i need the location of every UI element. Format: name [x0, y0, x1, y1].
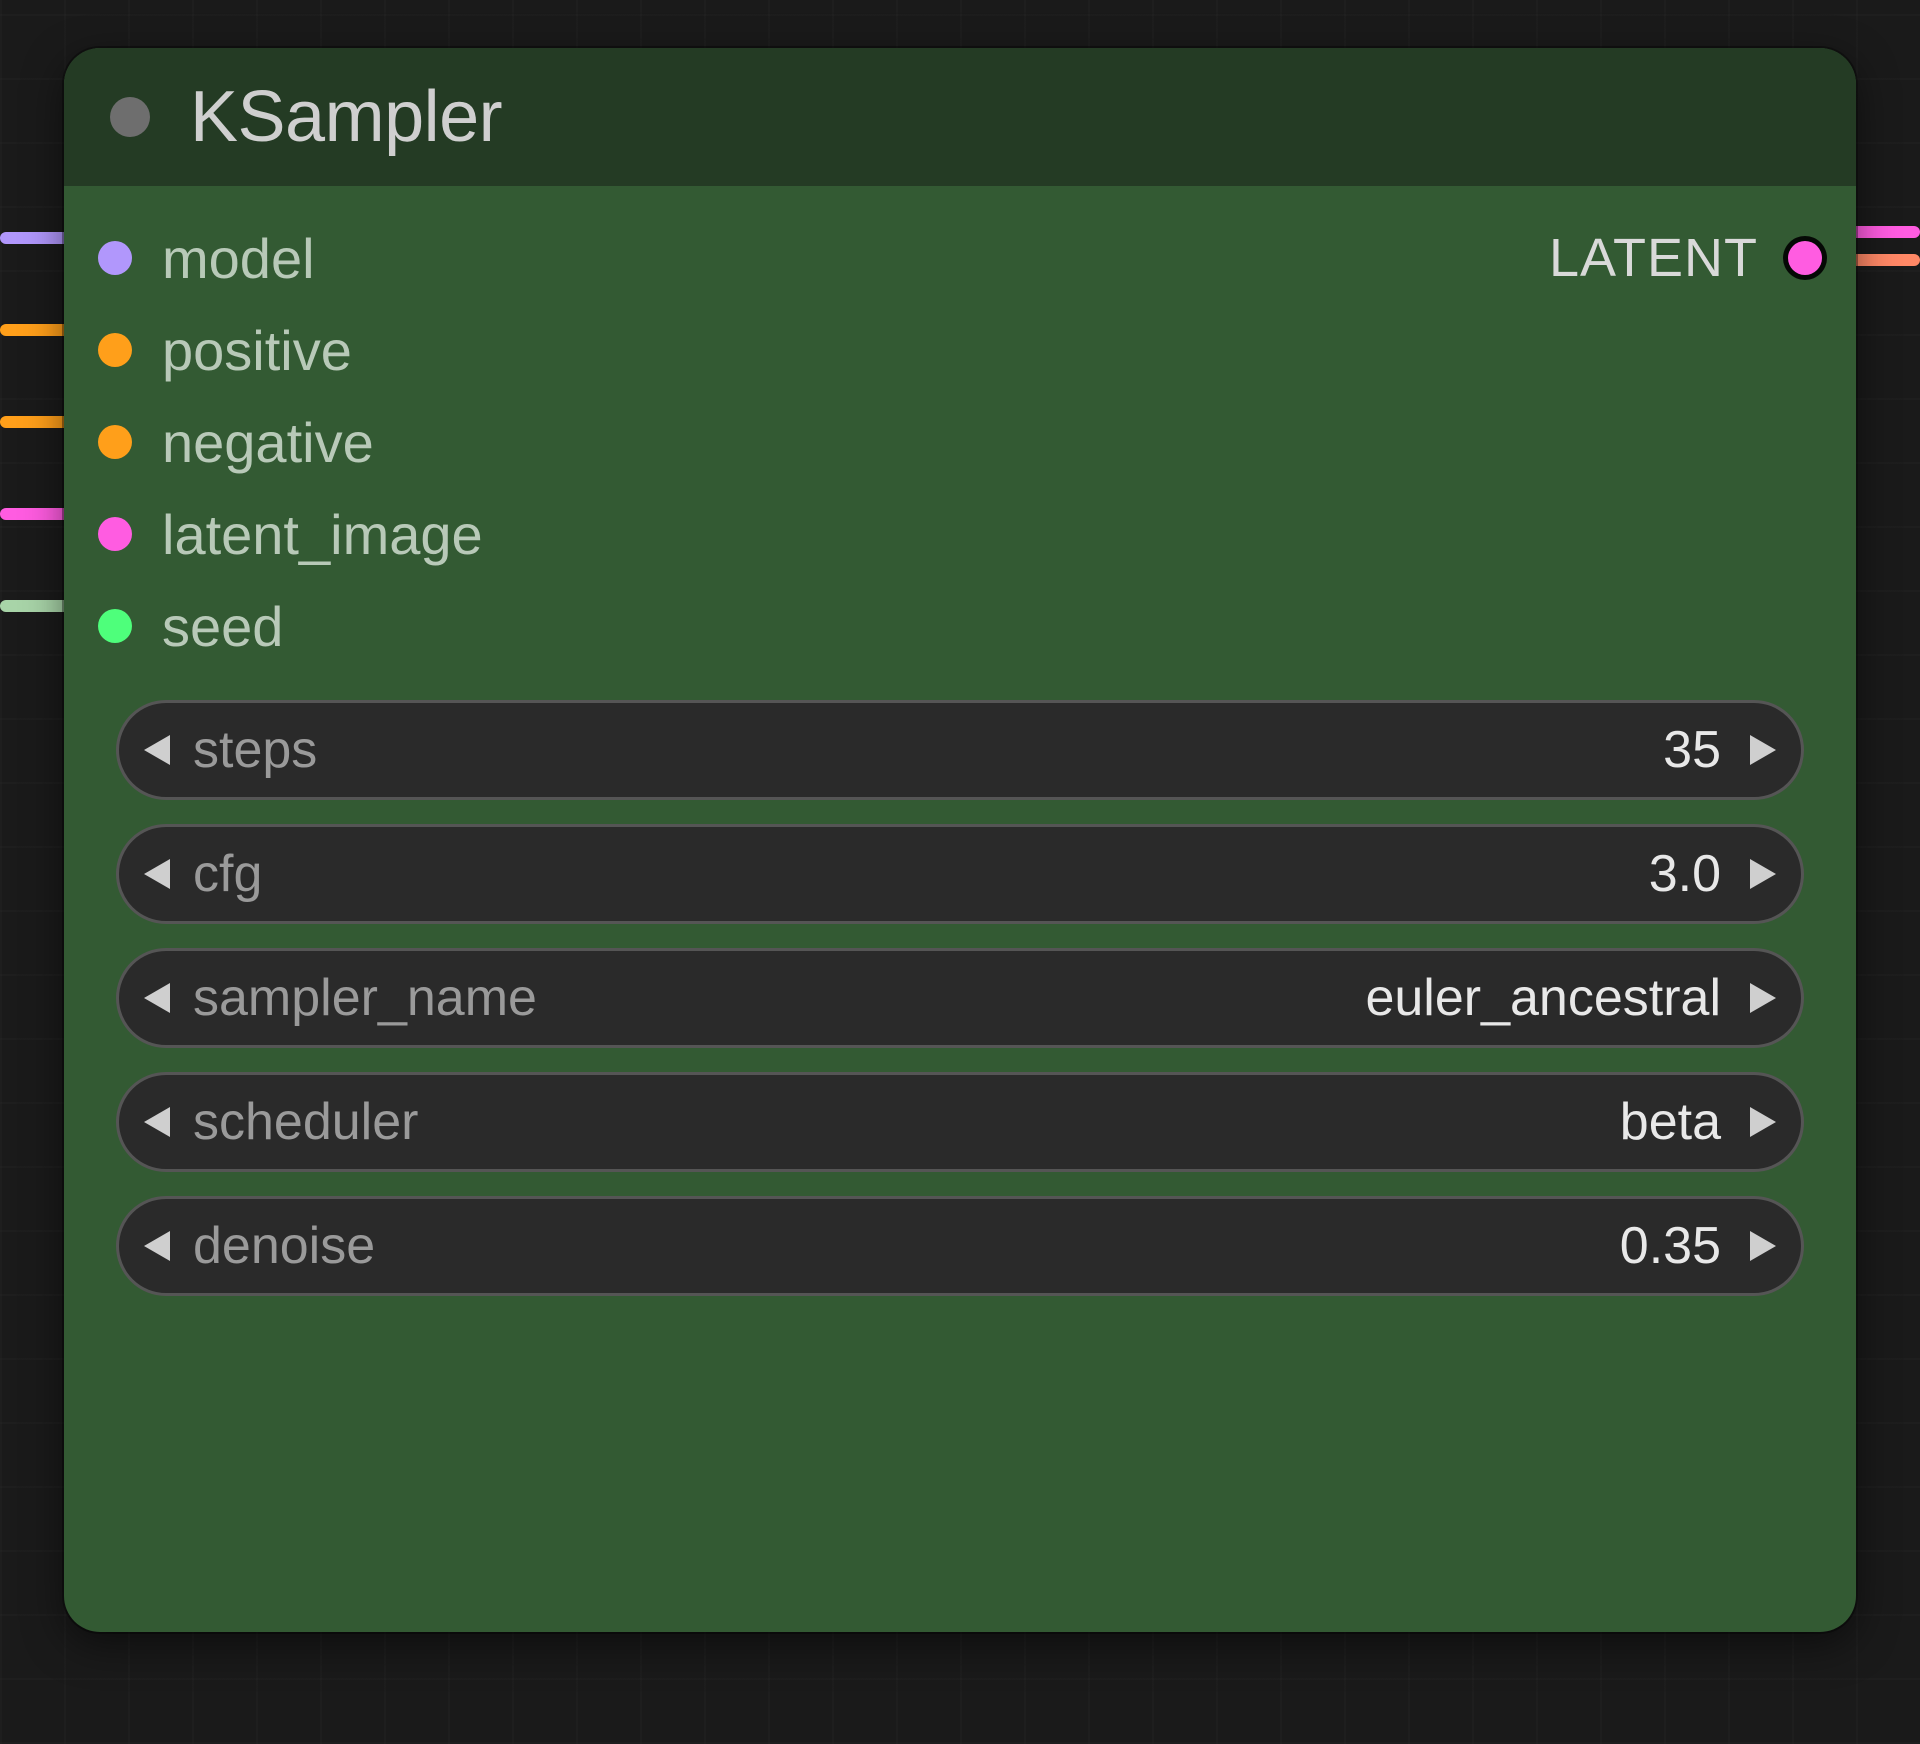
widget-value[interactable]: beta	[426, 1092, 1733, 1152]
input-port-positive[interactable]: positive	[64, 320, 483, 380]
port-dot-icon[interactable]	[98, 425, 132, 459]
status-dot-icon	[110, 97, 150, 137]
outputs-column: LATENT	[1549, 206, 1856, 288]
port-dot-icon[interactable]	[98, 241, 132, 275]
port-label: negative	[162, 410, 374, 475]
node-title: KSampler	[190, 76, 502, 158]
node-header[interactable]: KSampler	[64, 48, 1856, 186]
port-label: seed	[162, 594, 283, 659]
widget-denoise[interactable]: denoise 0.35	[116, 1196, 1804, 1296]
widget-value[interactable]: 35	[325, 720, 1733, 780]
port-dot-icon[interactable]	[98, 609, 132, 643]
output-port-latent[interactable]: LATENT	[1549, 228, 1856, 288]
ksampler-node[interactable]: KSampler model positive negative	[64, 48, 1856, 1632]
port-label: model	[162, 226, 315, 291]
widget-label: denoise	[187, 1216, 375, 1276]
input-port-latent-image[interactable]: latent_image	[64, 504, 483, 564]
port-dot-icon[interactable]	[98, 333, 132, 367]
widget-sampler-name[interactable]: sampler_name euler_ancestral	[116, 948, 1804, 1048]
widget-label: cfg	[187, 844, 262, 904]
port-dot-icon[interactable]	[1788, 241, 1822, 275]
widget-label: steps	[187, 720, 317, 780]
widget-label: scheduler	[187, 1092, 418, 1152]
arrow-right-icon[interactable]	[1741, 735, 1785, 765]
arrow-left-icon[interactable]	[135, 859, 179, 889]
arrow-right-icon[interactable]	[1741, 983, 1785, 1013]
arrow-right-icon[interactable]	[1741, 859, 1785, 889]
widget-scheduler[interactable]: scheduler beta	[116, 1072, 1804, 1172]
widget-cfg[interactable]: cfg 3.0	[116, 824, 1804, 924]
arrow-left-icon[interactable]	[135, 1107, 179, 1137]
widget-value[interactable]: euler_ancestral	[545, 968, 1733, 1028]
widgets-column: steps 35 cfg 3.0 sampler_name euler_ance…	[64, 700, 1856, 1296]
widget-steps[interactable]: steps 35	[116, 700, 1804, 800]
widget-label: sampler_name	[187, 968, 537, 1028]
node-body: model positive negative latent_image see…	[64, 186, 1856, 1632]
arrow-left-icon[interactable]	[135, 1231, 179, 1261]
arrow-left-icon[interactable]	[135, 983, 179, 1013]
arrow-right-icon[interactable]	[1741, 1231, 1785, 1261]
widget-value[interactable]: 3.0	[270, 844, 1733, 904]
input-port-negative[interactable]: negative	[64, 412, 483, 472]
inputs-column: model positive negative latent_image see…	[64, 206, 483, 656]
input-port-model[interactable]: model	[64, 228, 483, 288]
widget-value[interactable]: 0.35	[383, 1216, 1733, 1276]
port-label: latent_image	[162, 502, 483, 567]
port-label: LATENT	[1549, 227, 1758, 289]
arrow-right-icon[interactable]	[1741, 1107, 1785, 1137]
port-dot-icon[interactable]	[98, 517, 132, 551]
port-label: positive	[162, 318, 352, 383]
input-port-seed[interactable]: seed	[64, 596, 483, 656]
arrow-left-icon[interactable]	[135, 735, 179, 765]
